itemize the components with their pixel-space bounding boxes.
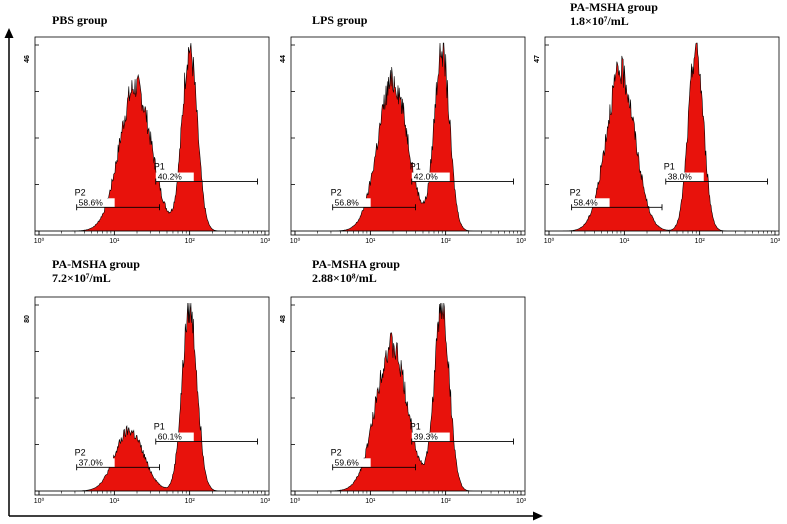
histogram-area xyxy=(295,302,521,492)
x-tick-label: 10² xyxy=(185,238,196,245)
x-tick-label: 10¹ xyxy=(365,238,376,245)
panel-frame xyxy=(290,296,526,496)
x-tick-label: 10⁰ xyxy=(544,237,555,245)
panel-title-line-0: PBS group xyxy=(52,13,108,27)
x-tick-label: 10⁰ xyxy=(34,497,45,505)
panel-title-line-0: PA-MSHA group xyxy=(52,257,140,271)
panel-frame xyxy=(544,36,780,236)
gate-name: P1 xyxy=(154,162,165,172)
outer-axes xyxy=(4,28,543,521)
gate-label-box xyxy=(571,198,610,208)
x-tick-label: 10⁰ xyxy=(290,237,301,245)
gate-label-box xyxy=(76,198,115,208)
x-tick-label: 10¹ xyxy=(619,238,630,245)
panel-title-line-1: 2.88×10⁸/mL xyxy=(312,271,377,285)
x-tick-label: 10³ xyxy=(260,238,271,245)
y-max-label: 47 xyxy=(534,55,541,63)
gate-percent: 42.0% xyxy=(414,172,439,182)
y-max-label: 48 xyxy=(280,315,287,323)
gate-label-box xyxy=(155,172,194,182)
x-tick-label: 10⁰ xyxy=(290,497,301,505)
gate-label-box xyxy=(411,432,450,442)
gate-name: P1 xyxy=(154,422,165,432)
gate-percent: 58.4% xyxy=(574,197,599,207)
panel-frame xyxy=(290,36,526,236)
gate-percent: 37.0% xyxy=(79,457,104,467)
gate-label-box xyxy=(665,172,704,182)
x-tick-label: 10² xyxy=(441,498,452,505)
x-tick-label: 10³ xyxy=(516,238,527,245)
outer-y-arrow xyxy=(4,28,14,38)
outer-x-arrow xyxy=(533,511,543,521)
histogram-area xyxy=(39,42,265,232)
x-tick-label: 10³ xyxy=(770,238,781,245)
gate-name: P2 xyxy=(331,447,342,457)
panel-frame xyxy=(34,36,270,236)
y-max-label: 80 xyxy=(24,315,31,323)
x-tick-label: 10¹ xyxy=(365,498,376,505)
x-tick-label: 10² xyxy=(695,238,706,245)
y-max-label: 44 xyxy=(280,55,287,63)
panel-title-line-0: LPS group xyxy=(312,13,368,27)
panel-title-line-1: 1.8×10⁷/mL xyxy=(570,14,629,28)
gate-percent: 60.1% xyxy=(158,432,183,442)
gate-name: P2 xyxy=(75,447,86,457)
gate-name: P2 xyxy=(75,187,86,197)
gate-name: P1 xyxy=(410,422,421,432)
gate-label-box xyxy=(76,458,115,468)
panel-frame xyxy=(34,296,270,496)
y-max-label: 46 xyxy=(24,55,31,63)
gate-percent: 58.6% xyxy=(79,197,104,207)
gate-percent: 56.8% xyxy=(335,197,360,207)
panel-title-line-1: 7.2×10⁷/mL xyxy=(52,271,111,285)
gate-label-box xyxy=(155,432,194,442)
x-tick-label: 10¹ xyxy=(109,498,120,505)
x-tick-label: 10⁰ xyxy=(34,237,45,245)
histogram-area xyxy=(39,302,265,492)
panel-title-line-0: PA-MSHA group xyxy=(570,0,658,14)
gate-percent: 59.6% xyxy=(335,457,360,467)
x-tick-label: 10² xyxy=(185,498,196,505)
x-tick-label: 10³ xyxy=(260,498,271,505)
gate-percent: 38.0% xyxy=(668,172,693,182)
gate-label-box xyxy=(411,172,450,182)
gate-label-box xyxy=(332,458,371,468)
gate-name: P1 xyxy=(410,162,421,172)
x-tick-label: 10² xyxy=(441,238,452,245)
gate-name: P2 xyxy=(570,187,581,197)
x-tick-label: 10¹ xyxy=(109,238,120,245)
gate-percent: 39.3% xyxy=(414,432,439,442)
gate-name: P1 xyxy=(664,162,675,172)
gate-label-box xyxy=(332,198,371,208)
panel-title-line-0: PA-MSHA group xyxy=(312,257,400,271)
gate-percent: 40.2% xyxy=(158,172,183,182)
histogram-area xyxy=(295,42,521,232)
gate-name: P2 xyxy=(331,187,342,197)
x-tick-label: 10³ xyxy=(516,498,527,505)
